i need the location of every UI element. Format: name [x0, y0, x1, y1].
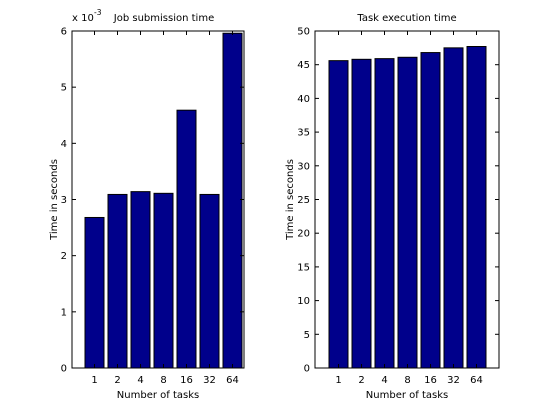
x-tick-label: 2 [114, 375, 120, 386]
x-tick-label: 32 [447, 375, 460, 386]
x-tick-label: 16 [180, 375, 193, 386]
bar-64 [466, 46, 487, 369]
x-axis-label: Number of tasks [366, 390, 448, 401]
y-tick-label: 4 [61, 139, 67, 150]
y-tick-label: 40 [297, 94, 310, 105]
x-tick-label: 16 [424, 375, 437, 386]
bar-2 [107, 193, 128, 369]
x-tick-label: 32 [203, 375, 216, 386]
chart-title: Job submission time [113, 13, 214, 24]
bar-1 [328, 60, 349, 369]
x-tick-label: 64 [226, 375, 239, 386]
bar-32 [199, 193, 220, 369]
y-scale-exponent: -3 [94, 8, 102, 17]
bar-8 [153, 192, 174, 369]
y-tick-label: 35 [297, 128, 310, 139]
x-axis-label: Number of tasks [117, 390, 199, 401]
y-axis-label: Time in seconds [285, 159, 296, 241]
y-tick-label: 6 [61, 27, 67, 38]
bar-16 [420, 52, 441, 369]
bar-2 [351, 58, 372, 369]
x-tick-label: 8 [160, 375, 166, 386]
bar-4 [130, 191, 151, 369]
y-tick-label: 20 [297, 229, 310, 240]
y-tick-label: 0 [61, 364, 67, 375]
bar-16 [176, 109, 197, 369]
x-tick-label: 1 [91, 375, 97, 386]
x-tick-label: 64 [470, 375, 483, 386]
bar-8 [397, 56, 418, 369]
y-axis-label: Time in seconds [49, 159, 60, 241]
chart-title: Task execution time [356, 13, 456, 24]
y-tick-label: 50 [297, 27, 310, 38]
y-tick-label: 25 [297, 195, 310, 206]
chart-job-submission-time: 0 1 2 3 4 5 6 1 2 4 8 16 32 64 Job submission time Numb… [49, 8, 245, 401]
y-tick-label: 5 [61, 83, 67, 94]
y-tick-label: 15 [297, 262, 310, 273]
bar-64 [222, 32, 243, 369]
y-scale-factor: x 10 [72, 13, 94, 24]
y-tick-label: 5 [304, 330, 310, 341]
x-tick-label: 8 [404, 375, 410, 386]
y-tick-label: 3 [61, 195, 67, 206]
y-tick-label: 45 [297, 60, 310, 71]
y-tick-label: 10 [297, 296, 310, 307]
x-tick-label: 4 [381, 375, 387, 386]
y-tick-label: 30 [297, 161, 310, 172]
x-tick-label: 1 [335, 375, 341, 386]
bar-1 [84, 216, 105, 369]
y-tick-label: 2 [61, 251, 67, 262]
chart-task-execution-time: 0 5 10 15 20 25 30 35 40 45 50 1 2 4 8 16 32 64 Task execu… [285, 13, 500, 401]
bar-4 [374, 58, 395, 369]
bar-32 [443, 47, 464, 369]
y-tick-label: 0 [304, 364, 310, 375]
y-tick-label: 1 [61, 307, 67, 318]
x-tick-label: 4 [137, 375, 143, 386]
x-tick-label: 2 [358, 375, 364, 386]
